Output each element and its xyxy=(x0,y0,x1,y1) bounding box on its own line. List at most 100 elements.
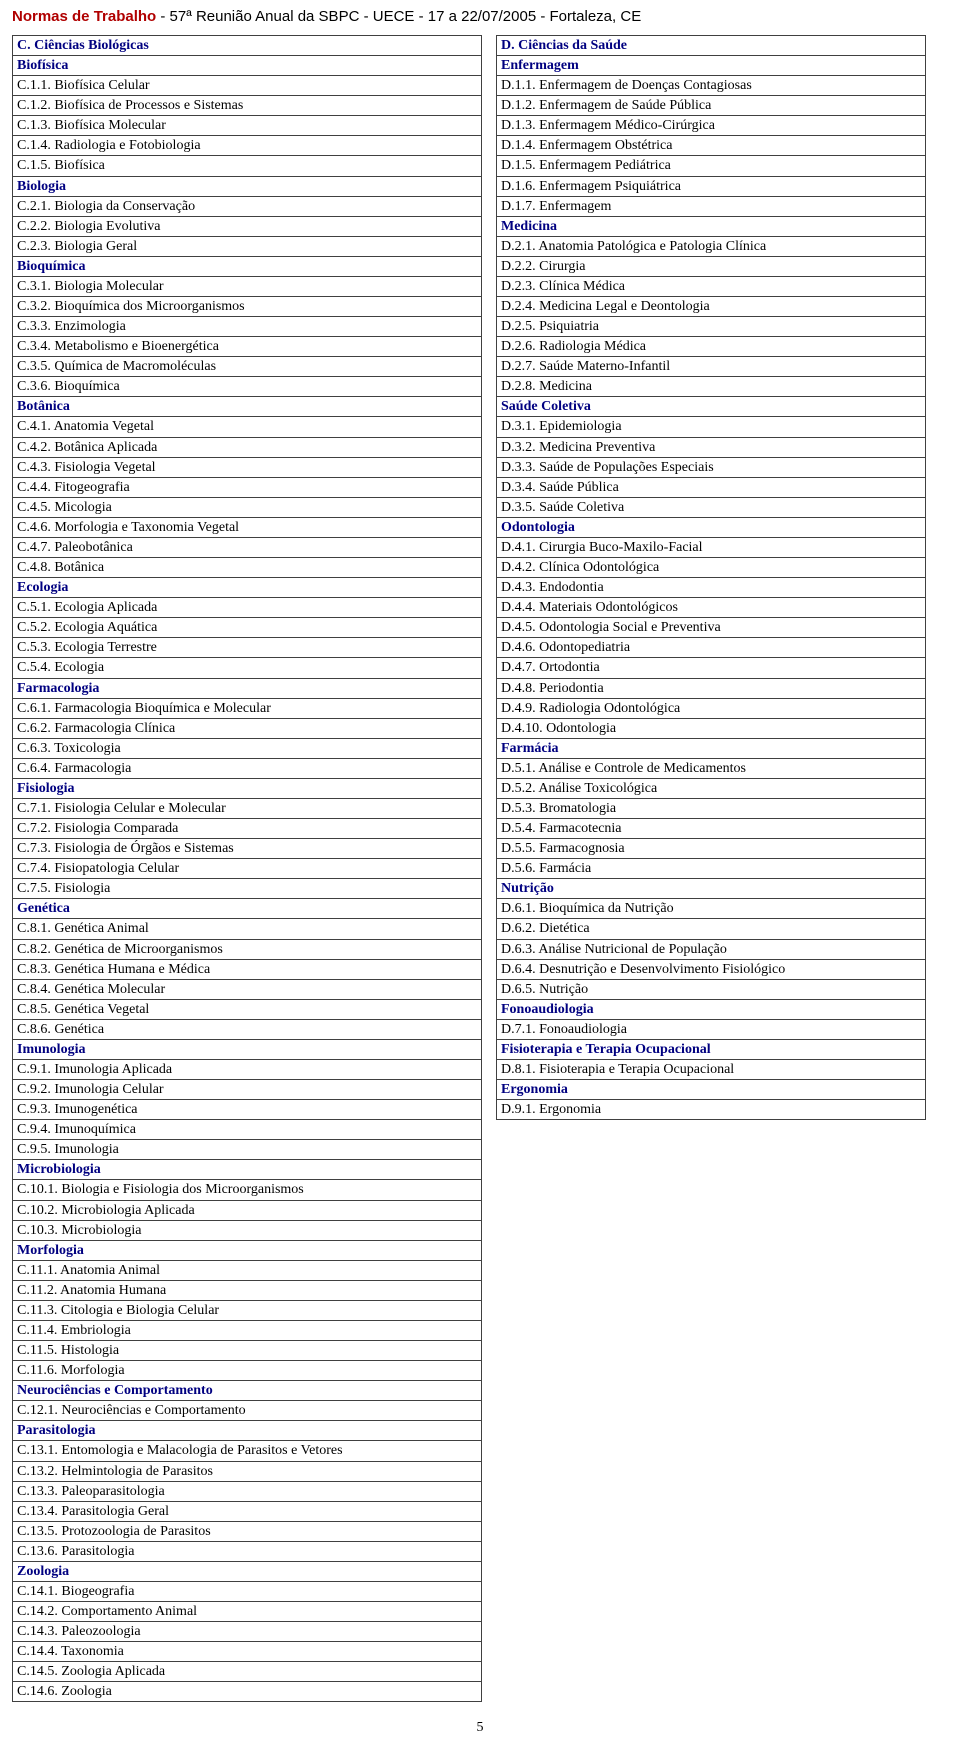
left-table: C. Ciências BiológicasBiofísicaC.1.1. Bi… xyxy=(12,35,482,1702)
item-row: D.2.8. Medicina xyxy=(497,377,926,397)
page-header: Normas de Trabalho - 57ª Reunião Anual d… xyxy=(12,8,948,25)
item-row: D.9.1. Ergonomia xyxy=(497,1100,926,1120)
item-row: D.4.9. Radiologia Odontológica xyxy=(497,698,926,718)
item-row: C.1.1. Biofísica Celular xyxy=(13,76,482,96)
item-row: D.1.3. Enfermagem Médico-Cirúrgica xyxy=(497,116,926,136)
item-row: C.9.5. Imunologia xyxy=(13,1140,482,1160)
right-table: D. Ciências da SaúdeEnfermagemD.1.1. Enf… xyxy=(496,35,926,1120)
item-row: C.11.4. Embriologia xyxy=(13,1321,482,1341)
item-row: C.4.8. Botânica xyxy=(13,558,482,578)
item-row: D.1.7. Enfermagem xyxy=(497,196,926,216)
subcategory-row: Fisioterapia e Terapia Ocupacional xyxy=(497,1039,926,1059)
item-row: C.8.3. Genética Humana e Médica xyxy=(13,959,482,979)
item-row: C.6.4. Farmacologia xyxy=(13,758,482,778)
item-row: C.8.6. Genética xyxy=(13,1019,482,1039)
subcategory-row: Medicina xyxy=(497,216,926,236)
page-number: 5 xyxy=(12,1720,948,1736)
item-row: C.3.2. Bioquímica dos Microorganismos xyxy=(13,297,482,317)
item-row: D.4.10. Odontologia xyxy=(497,718,926,738)
item-row: C.10.1. Biologia e Fisiologia dos Microo… xyxy=(13,1180,482,1200)
header-title: Normas de Trabalho xyxy=(12,8,156,25)
subcategory-row: Farmacologia xyxy=(13,678,482,698)
item-row: D.2.3. Clínica Médica xyxy=(497,276,926,296)
item-row: C.3.5. Química de Macromoléculas xyxy=(13,357,482,377)
item-row: C.7.1. Fisiologia Celular e Molecular xyxy=(13,798,482,818)
item-row: D.4.7. Ortodontia xyxy=(497,658,926,678)
item-row: D.3.1. Epidemiologia xyxy=(497,417,926,437)
item-row: C.9.1. Imunologia Aplicada xyxy=(13,1059,482,1079)
item-row: C.1.5. Biofísica xyxy=(13,156,482,176)
item-row: D.2.1. Anatomia Patológica e Patologia C… xyxy=(497,236,926,256)
item-row: C.13.2. Helmintologia de Parasitos xyxy=(13,1461,482,1481)
subcategory-row: Biofísica xyxy=(13,56,482,76)
category-row: D. Ciências da Saúde xyxy=(497,36,926,56)
subcategory-row: Biologia xyxy=(13,176,482,196)
item-row: C.8.5. Genética Vegetal xyxy=(13,999,482,1019)
item-row: D.3.3. Saúde de Populações Especiais xyxy=(497,457,926,477)
item-row: D.3.2. Medicina Preventiva xyxy=(497,437,926,457)
item-row: C.14.4. Taxonomia xyxy=(13,1642,482,1662)
item-row: D.7.1. Fonoaudiologia xyxy=(497,1019,926,1039)
subcategory-row: Nutrição xyxy=(497,879,926,899)
subcategory-row: Saúde Coletiva xyxy=(497,397,926,417)
subcategory-row: Zoologia xyxy=(13,1561,482,1581)
subcategory-row: Enfermagem xyxy=(497,56,926,76)
item-row: C.5.3. Ecologia Terrestre xyxy=(13,638,482,658)
item-row: C.3.3. Enzimologia xyxy=(13,317,482,337)
item-row: C.4.4. Fitogeografia xyxy=(13,477,482,497)
item-row: D.6.4. Desnutrição e Desenvolvimento Fis… xyxy=(497,959,926,979)
item-row: D.2.5. Psiquiatria xyxy=(497,317,926,337)
item-row: C.7.3. Fisiologia de Órgãos e Sistemas xyxy=(13,839,482,859)
item-row: D.5.3. Bromatologia xyxy=(497,798,926,818)
item-row: D.5.5. Farmacognosia xyxy=(497,839,926,859)
item-row: D.5.6. Farmácia xyxy=(497,859,926,879)
item-row: D.4.6. Odontopediatria xyxy=(497,638,926,658)
item-row: C.3.1. Biologia Molecular xyxy=(13,276,482,296)
subcategory-row: Imunologia xyxy=(13,1039,482,1059)
item-row: C.11.1. Anatomia Animal xyxy=(13,1260,482,1280)
item-row: C.13.4. Parasitologia Geral xyxy=(13,1501,482,1521)
item-row: D.2.4. Medicina Legal e Deontologia xyxy=(497,297,926,317)
item-row: D.1.5. Enfermagem Pediátrica xyxy=(497,156,926,176)
subcategory-row: Morfologia xyxy=(13,1240,482,1260)
item-row: D.4.2. Clínica Odontológica xyxy=(497,558,926,578)
item-row: D.6.5. Nutrição xyxy=(497,979,926,999)
item-row: C.13.6. Parasitologia xyxy=(13,1541,482,1561)
columns: C. Ciências BiológicasBiofísicaC.1.1. Bi… xyxy=(12,35,948,1702)
item-row: C.14.6. Zoologia xyxy=(13,1682,482,1702)
item-row: C.9.4. Imunoquímica xyxy=(13,1120,482,1140)
item-row: C.5.1. Ecologia Aplicada xyxy=(13,598,482,618)
item-row: D.4.4. Materiais Odontológicos xyxy=(497,598,926,618)
item-row: C.2.2. Biologia Evolutiva xyxy=(13,216,482,236)
item-row: C.14.2. Comportamento Animal xyxy=(13,1602,482,1622)
subcategory-row: Fisiologia xyxy=(13,778,482,798)
item-row: D.1.2. Enfermagem de Saúde Pública xyxy=(497,96,926,116)
item-row: D.6.3. Análise Nutricional de População xyxy=(497,939,926,959)
item-row: C.14.5. Zoologia Aplicada xyxy=(13,1662,482,1682)
item-row: C.13.1. Entomologia e Malacologia de Par… xyxy=(13,1441,482,1461)
subcategory-row: Farmácia xyxy=(497,738,926,758)
item-row: C.1.2. Biofísica de Processos e Sistemas xyxy=(13,96,482,116)
item-row: C.10.2. Microbiologia Aplicada xyxy=(13,1200,482,1220)
item-row: C.7.2. Fisiologia Comparada xyxy=(13,819,482,839)
item-row: D.5.2. Análise Toxicológica xyxy=(497,778,926,798)
header-rest: - 57ª Reunião Anual da SBPC - UECE - 17 … xyxy=(156,8,641,25)
item-row: C.8.4. Genética Molecular xyxy=(13,979,482,999)
item-row: C.4.3. Fisiologia Vegetal xyxy=(13,457,482,477)
item-row: D.1.6. Enfermagem Psiquiátrica xyxy=(497,176,926,196)
subcategory-row: Fonoaudiologia xyxy=(497,999,926,1019)
item-row: C.14.1. Biogeografia xyxy=(13,1582,482,1602)
subcategory-row: Genética xyxy=(13,899,482,919)
item-row: D.8.1. Fisioterapia e Terapia Ocupaciona… xyxy=(497,1059,926,1079)
item-row: D.3.5. Saúde Coletiva xyxy=(497,497,926,517)
subcategory-row: Ecologia xyxy=(13,578,482,598)
item-row: C.12.1. Neurociências e Comportamento xyxy=(13,1401,482,1421)
item-row: C.1.3. Biofísica Molecular xyxy=(13,116,482,136)
item-row: C.6.2. Farmacologia Clínica xyxy=(13,718,482,738)
item-row: D.3.4. Saúde Pública xyxy=(497,477,926,497)
subcategory-row: Ergonomia xyxy=(497,1080,926,1100)
subcategory-row: Neurociências e Comportamento xyxy=(13,1381,482,1401)
item-row: C.8.1. Genética Animal xyxy=(13,919,482,939)
subcategory-row: Botânica xyxy=(13,397,482,417)
item-row: D.2.7. Saúde Materno-Infantil xyxy=(497,357,926,377)
